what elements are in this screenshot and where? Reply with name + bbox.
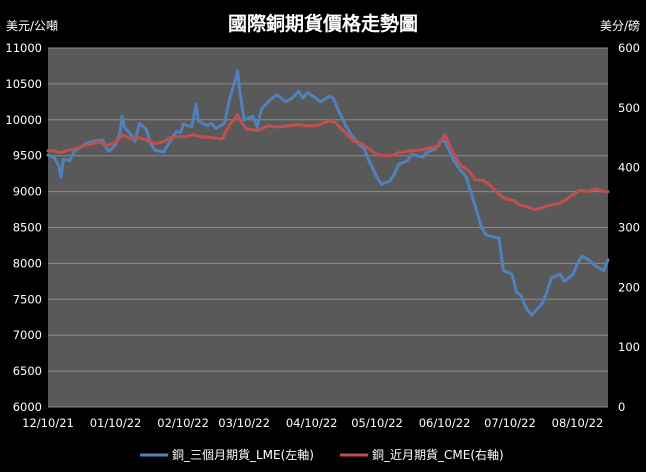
right-axis-ticks: 0 100 200 300 400 500 600	[618, 41, 640, 414]
left-tick-label: 10000	[5, 113, 42, 127]
x-tick-label: 02/10/22	[157, 416, 209, 430]
left-tick-label: 6000	[13, 400, 42, 414]
x-axis-ticks: 12/10/21 01/10/22 02/10/22 03/10/22 04/10/22…	[22, 416, 603, 430]
right-tick-label: 300	[618, 221, 640, 235]
left-tick-label: 11000	[5, 41, 42, 55]
series-line-lme	[46, 69, 610, 317]
x-tick-label: 03/10/22	[218, 416, 270, 430]
left-axis-unit: 美元/公噸	[6, 19, 58, 33]
x-tick-label: 08/10/22	[552, 416, 604, 430]
x-tick-label: 12/10/21	[22, 416, 74, 430]
x-tick-label: 05/10/22	[351, 416, 403, 430]
right-tick-label: 600	[618, 41, 640, 55]
left-tick-label: 10500	[5, 77, 42, 91]
left-tick-label: 6500	[13, 364, 42, 378]
right-axis-unit: 美分/磅	[600, 18, 640, 33]
x-tick-label: 06/10/22	[419, 416, 471, 430]
grid-lines	[48, 47, 608, 408]
right-tick-label: 200	[618, 280, 640, 294]
x-tick-label: 07/10/22	[484, 416, 536, 430]
x-tick-label: 01/10/22	[90, 416, 142, 430]
left-tick-label: 7000	[13, 328, 42, 342]
legend: 銅_三個月期貨_LME(左軸) 銅_近月期貨_CME(右軸)	[140, 447, 504, 462]
left-tick-label: 9500	[13, 149, 42, 163]
left-axis-ticks: 6000 6500 7000 7500 8000 8500 9000 9500 10000 105…	[5, 41, 42, 414]
series-line-cme	[46, 113, 610, 211]
chart-title: 國際銅期貨價格走勢圖	[228, 12, 418, 35]
left-tick-label: 7500	[13, 292, 42, 306]
right-tick-label: 0	[618, 400, 625, 414]
left-tick-label: 8000	[13, 256, 42, 270]
left-tick-label: 8500	[13, 221, 42, 235]
right-tick-label: 400	[618, 161, 640, 175]
x-tick-label: 04/10/22	[286, 416, 338, 430]
right-tick-label: 100	[618, 340, 640, 354]
series-lines	[46, 69, 610, 317]
right-tick-label: 500	[618, 101, 640, 115]
legend-label-cme: 銅_近月期貨_CME(右軸)	[372, 447, 504, 462]
left-tick-label: 9000	[13, 185, 42, 199]
legend-label-lme: 銅_三個月期貨_LME(左軸)	[172, 447, 314, 462]
